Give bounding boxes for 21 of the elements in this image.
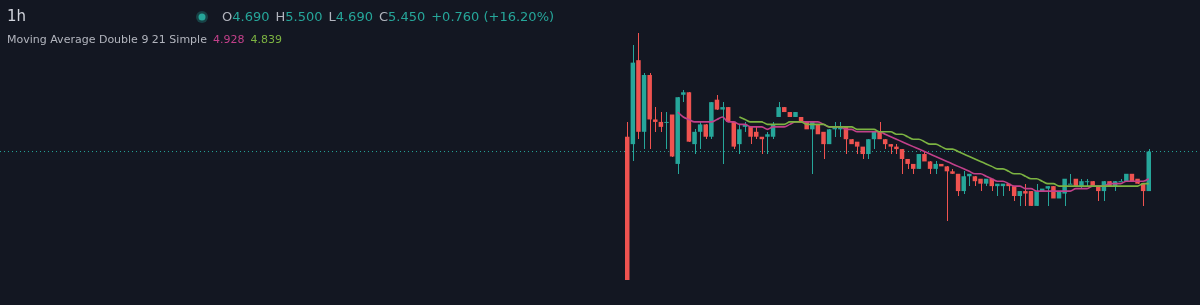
text: H5.500 [275, 9, 323, 24]
candlestick [793, 111, 798, 118]
candlestick [933, 160, 938, 175]
candlestick [950, 168, 955, 175]
text: O4.690 [222, 9, 270, 24]
candlestick [961, 170, 966, 195]
text: 1h [7, 7, 27, 25]
text: C5.450 [378, 9, 426, 24]
candlestick [636, 32, 641, 140]
candlestick [776, 101, 781, 118]
text: Moving Average Double 9 21 Simple [7, 33, 208, 46]
candlestick [653, 106, 658, 133]
candlestick [681, 89, 686, 103]
text: 4.839 [250, 33, 282, 46]
candlestick [782, 106, 787, 113]
text: 4.928 [212, 33, 245, 46]
candlestick [939, 163, 944, 167]
text: L4.690 [328, 9, 373, 24]
candlestick [664, 111, 669, 150]
text: +0.760 (+16.20%) [431, 9, 555, 24]
candlestick [905, 158, 910, 170]
